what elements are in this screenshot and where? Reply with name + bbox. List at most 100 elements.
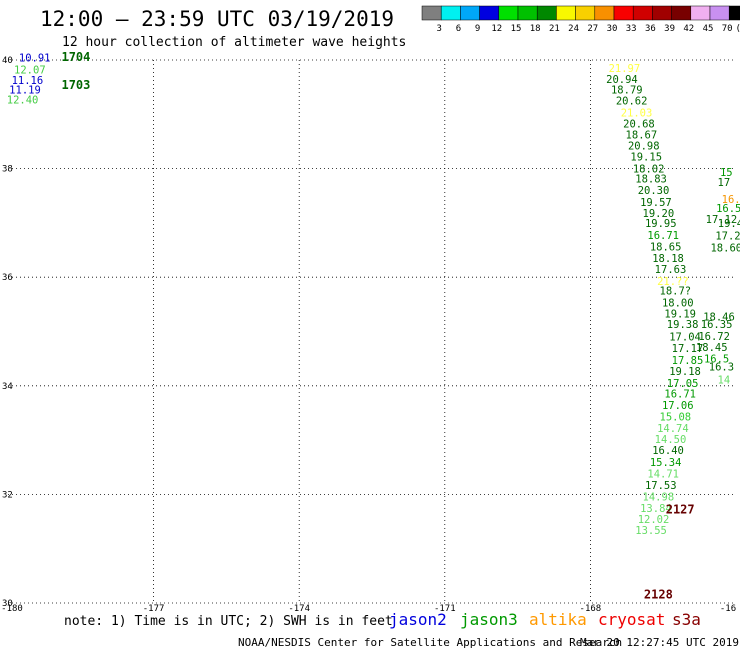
legend-altika: altika [529,610,587,629]
scale-swatch [536,5,557,21]
x-tick-label: -16 [720,604,736,614]
swh-value-label: 18.18 [652,253,684,265]
scale-swatch [632,5,653,21]
swh-value-label: 18.7? [660,286,692,298]
scale-swatch [613,5,634,21]
time-label: 1703 [61,78,90,92]
swh-value-label: 19.18 [669,366,701,378]
scale-label: 6 [456,24,461,34]
scale-label: 18 [530,24,541,34]
swh-value-label: 15 [720,167,733,179]
swh-value-label: 18.45 [696,342,728,354]
time-label: 2127 [666,502,695,516]
scale-swatch [421,5,442,21]
swh-value-label: 19.44 [718,218,740,230]
swh-value-label: 17 [718,177,731,189]
legend-cryosat: cryosat [598,610,665,629]
chart-title: 12:00 — 23:59 UTC 03/19/2019 [40,7,394,31]
swh-value-label: 20.62 [616,96,648,108]
swh-value-label: 18.65 [650,242,682,254]
swh-value-label: 17.23 [715,231,740,243]
scale-label: 30 [607,24,618,34]
swh-value-label: 14.71 [647,469,679,481]
scale-label: 70 [722,24,733,34]
swh-value-label: 13.55 [635,525,667,537]
legend-jason3: jason3 [460,610,518,629]
swh-value-label: 12.40 [7,94,39,106]
swh-value-label: 14.98 [643,491,675,503]
swh-value-label: 17.63 [655,264,687,276]
y-tick-label: 32 [2,490,13,500]
scale-label: 12 [491,24,502,34]
swh-value-label: 17.04 [669,332,701,344]
scale-swatch [671,5,692,21]
swh-value-label: 14.50 [655,434,687,446]
swh-value-label: 19.38 [667,319,699,331]
swh-value-label: 17.06 [662,400,694,412]
swh-value-label: 10.91 [19,53,51,65]
x-tick-label: -180 [1,604,23,614]
swh-value-label: 16.5 [716,203,740,215]
swh-value-label: 20.94 [606,74,638,86]
scale-label: 33 [626,24,637,34]
x-tick-label: -168 [580,604,602,614]
scale-swatch [728,5,740,21]
swh-value-label: 17.12 [706,214,738,226]
swh-value-label: 16.3 [709,362,734,374]
swh-value-label: 17.05 [667,378,699,390]
swh-value-label: 18.02 [633,163,665,175]
swh-value-label: 12.07 [14,65,46,77]
time-label: 2128 [644,588,673,602]
swh-value-label: 19.19 [664,308,696,320]
swh-value-label: 17.53 [645,480,677,492]
footer-credit: NOAA/NESDIS Center for Satellite Applica… [238,636,622,649]
swh-value-label: 16.71 [647,230,679,242]
grid-lines [8,59,736,604]
scale-label: 3 [436,24,441,34]
scale-swatch [479,5,500,21]
swh-value-label: 19.95 [645,218,677,230]
chart-subtitle: 12 hour collection of altimeter wave hei… [62,35,406,50]
swh-value-label: 19.15 [630,151,662,163]
scale-label: 42 [683,24,694,34]
swh-value-label: 17.17 [672,343,704,355]
scale-swatch [594,5,615,21]
swh-value-label: 16.71 [664,389,696,401]
legend-s3a: s3a [672,610,701,629]
y-tick-label: 30 [2,599,13,609]
scale-swatch [709,5,730,21]
swh-value-label: 21.97 [609,63,641,75]
scale-swatch [690,5,711,21]
scale-swatch [498,5,519,21]
scale-label: 39 [664,24,675,34]
swh-value-label: 14 [718,375,731,387]
swh-value-label: 19.20 [643,208,675,220]
y-tick-label: 40 [2,56,13,66]
time-label: 1704 [61,50,90,64]
axis-labels: -180 -177 -174 -171 -168 -16 40 38 36 34 32 30 [1,56,736,614]
x-tick-label: -174 [288,604,310,614]
x-tick-label: -177 [143,604,165,614]
swh-value-label: 18.83 [635,174,667,186]
scale-label: 45 [703,24,714,34]
swh-value-label: 18.79 [611,85,643,97]
legend-jason2: jason2 [389,610,447,629]
scale-swatch [575,5,596,21]
y-tick-label: 34 [2,382,13,392]
scale-label: 27 [587,24,598,34]
scale-label: 21 [549,24,560,34]
swh-value-label: 16.35 [701,319,733,331]
swh-value-label: 16.5 [704,353,729,365]
y-tick-label: 36 [2,273,13,283]
swh-value-label: 20.98 [628,141,660,153]
swh-value-label: 13.84 [640,503,672,515]
scale-swatch [652,5,672,21]
scale-label: 36 [645,24,656,34]
swh-value-label: 21.03 [621,107,653,119]
swh-value-label: 19.57 [640,197,672,209]
swh-value-label: 11.16 [12,75,44,87]
swh-value-label: 21.?? [657,276,689,288]
swh-value-label: 16.72 [698,331,730,343]
